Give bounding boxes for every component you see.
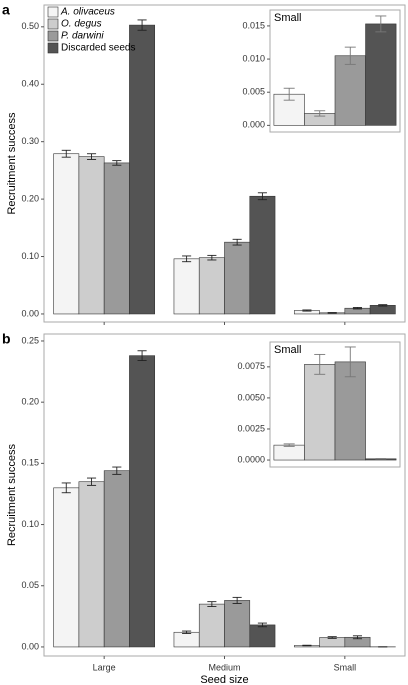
legend-label: Discarded seeds [61, 43, 135, 54]
x-tick-label: Small [334, 662, 357, 672]
y-tick-label: 0.010 [242, 53, 265, 63]
legend-label: P. darwini [61, 31, 104, 42]
bar [334, 361, 366, 461]
y-tick-label: 0.00 [21, 641, 39, 651]
error-bar [314, 353, 326, 375]
error-bar [182, 255, 192, 263]
bar [334, 55, 366, 126]
error-bar [344, 46, 356, 65]
y-tick-label: 0.0075 [237, 361, 265, 371]
y-tick-label: 0.10 [21, 519, 39, 529]
error-bar [257, 622, 267, 628]
y-tick-label: 0.10 [21, 251, 39, 261]
legend-swatch [47, 6, 59, 18]
bar [273, 444, 305, 461]
y-tick-label: 0.20 [21, 193, 39, 203]
legend-swatch [47, 42, 59, 54]
panel-label: b [2, 331, 11, 347]
error-bar [314, 110, 326, 117]
bar [78, 481, 105, 648]
bar [249, 624, 276, 648]
bar [129, 24, 156, 315]
y-tick-label: 0.50 [21, 21, 39, 31]
x-axis-title: Seed size [200, 674, 248, 685]
y-tick-label: 0.0025 [237, 423, 265, 433]
y-tick-label: 0.15 [21, 458, 39, 468]
bar [319, 637, 346, 648]
error-bar [61, 482, 71, 494]
error-bar [86, 477, 97, 486]
error-bar [232, 238, 242, 246]
error-bar [283, 443, 295, 447]
inset-title: Small [274, 12, 302, 24]
bar [369, 305, 396, 315]
error-bar [61, 149, 71, 158]
x-tick-label: Medium [208, 662, 240, 672]
error-bar [257, 192, 267, 201]
error-bar [327, 312, 337, 314]
bar [198, 257, 225, 315]
legend-swatch [47, 18, 59, 30]
y-tick-label: 0.00 [21, 308, 39, 318]
error-bar [352, 307, 363, 310]
y-tick-label: 0.20 [21, 397, 39, 407]
y-tick-label: 0.0000 [237, 454, 265, 464]
inset-title: Small [274, 344, 302, 356]
bar [129, 355, 156, 648]
error-bar [344, 346, 356, 378]
bar [304, 364, 336, 461]
y-tick-label: 0.000 [242, 120, 265, 130]
error-bar [112, 466, 122, 475]
bar [53, 487, 80, 648]
bar [198, 603, 225, 648]
bar [103, 470, 130, 648]
bar [173, 631, 200, 648]
bar [224, 600, 251, 648]
y-tick-label: 0.0050 [237, 392, 265, 402]
error-bar [302, 309, 312, 312]
error-bar [283, 87, 295, 101]
bar [78, 156, 105, 315]
bar [224, 241, 251, 315]
bar [249, 195, 276, 315]
bar [365, 23, 397, 126]
y-tick-label: 0.25 [21, 335, 39, 345]
error-bar [378, 304, 388, 307]
error-bar [86, 153, 97, 160]
error-bar [137, 19, 147, 31]
y-axis-title: Recruitment success [6, 443, 18, 546]
error-bar [352, 635, 363, 640]
error-bar [207, 601, 217, 608]
y-tick-label: 0.40 [21, 79, 39, 89]
error-bar [375, 15, 387, 33]
legend-label: A. olivaceus [60, 7, 115, 18]
bar [53, 153, 80, 315]
legend-label: O. degus [61, 19, 102, 30]
y-tick-label: 0.005 [242, 87, 265, 97]
bar [103, 162, 130, 315]
error-bar [327, 636, 337, 639]
y-tick-label: 0.05 [21, 580, 39, 590]
error-bar [112, 160, 122, 166]
y-tick-label: 0.30 [21, 136, 39, 146]
error-bar [137, 350, 147, 362]
x-tick-label: Large [93, 662, 116, 672]
error-bar [182, 630, 192, 634]
y-axis-title: Recruitment success [6, 112, 18, 215]
panel-label: a [2, 2, 10, 18]
error-bar [232, 596, 242, 604]
bar [173, 258, 200, 315]
error-bar [207, 254, 217, 261]
y-tick-label: 0.015 [242, 20, 265, 30]
legend-swatch [47, 30, 59, 42]
